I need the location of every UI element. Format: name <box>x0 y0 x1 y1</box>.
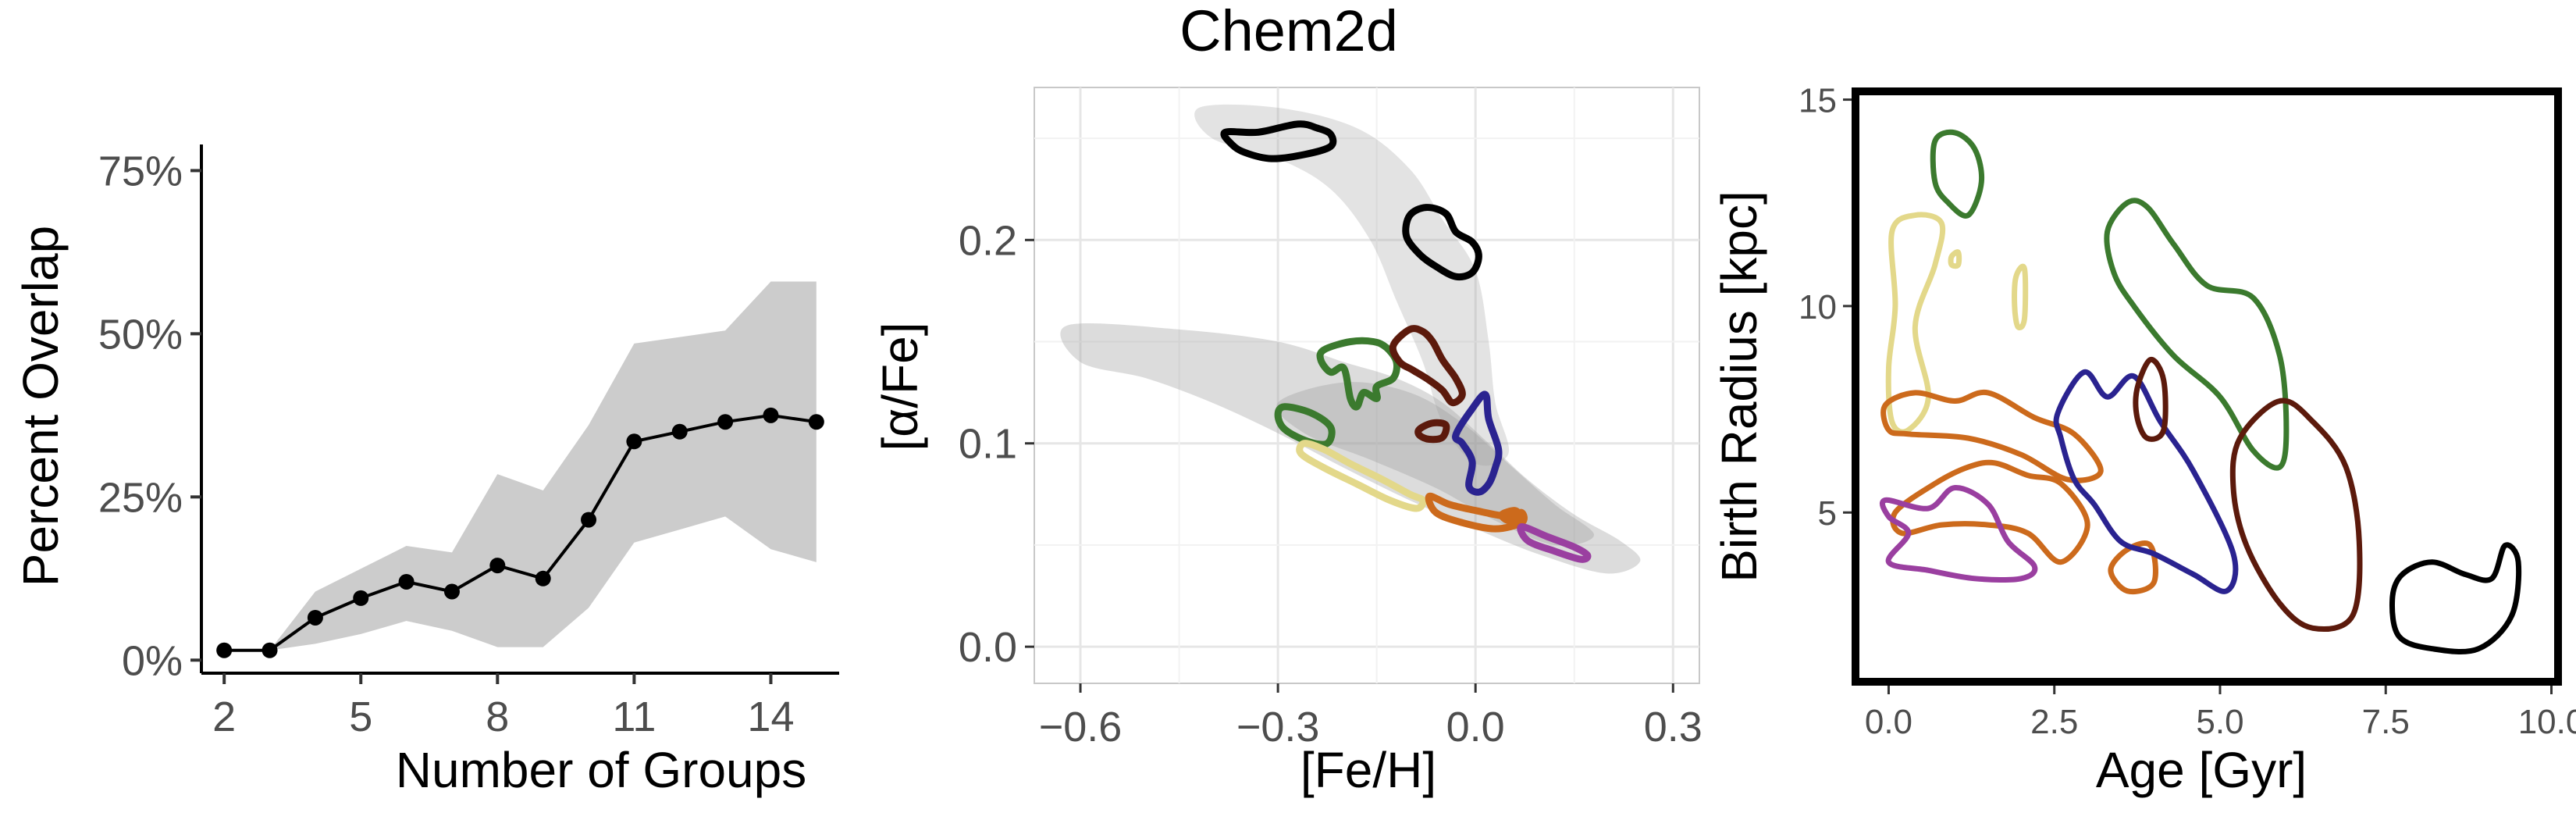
data-point <box>353 590 369 606</box>
density-core <box>1276 382 1594 546</box>
y-tick-label: 0.2 <box>959 217 1017 264</box>
contour <box>1930 129 1985 219</box>
data-point <box>398 573 415 590</box>
y-tick-label: 0% <box>122 637 183 684</box>
contour <box>1948 249 1962 269</box>
contour <box>1517 523 1592 563</box>
contour <box>1220 120 1337 162</box>
x-tick-label: −0.6 <box>1039 704 1123 750</box>
x-tick-label: 10.0 <box>2518 703 2576 741</box>
x-tick-label: 11 <box>612 693 656 740</box>
contour <box>1890 459 2090 565</box>
plot-background <box>1034 87 1700 684</box>
y-tick-label: 5 <box>1818 494 1837 533</box>
contour <box>1880 484 2038 583</box>
y-tick-label: 0.0 <box>959 624 1017 671</box>
contour <box>1498 507 1522 525</box>
x-tick-label: 0.0 <box>1446 704 1505 750</box>
y-tick-label: 75% <box>98 148 183 194</box>
data-point <box>262 642 278 658</box>
contour <box>2104 198 2290 471</box>
x-axis-label: Age [Gyr] <box>2096 742 2307 798</box>
y-axis-label: Birth Radius [kpc] <box>1711 191 1767 583</box>
contour <box>1414 419 1450 444</box>
contour <box>1425 492 1528 533</box>
contour <box>1402 204 1482 281</box>
chem2d-chart: −0.6 −0.3 0.0 0.3 0.0 0.1 0.2 Chem2d [Fe/H] [… <box>872 0 1703 798</box>
data-point <box>443 583 460 600</box>
contour <box>1316 337 1401 411</box>
y-tick-label: 15 <box>1799 82 1837 120</box>
y-tick-label: 0.1 <box>959 421 1017 468</box>
contour <box>2053 369 2239 594</box>
y-axis-label: [α/Fe] <box>872 322 928 451</box>
data-point <box>763 407 779 423</box>
x-tick-label: 5.0 <box>2196 703 2243 741</box>
x-tick-label: 2.5 <box>2030 703 2078 741</box>
confidence-band <box>224 281 817 651</box>
data-point <box>717 414 734 430</box>
contour <box>2133 357 2169 442</box>
density-high-alpha <box>1194 104 1510 466</box>
data-point <box>626 433 642 450</box>
density-low-alpha <box>1060 323 1641 574</box>
x-tick-label: 0.3 <box>1644 704 1703 750</box>
birth-radius-chart: 0.0 2.5 5.0 7.5 10.0 5 10 15 Age [Gyr] Birth R… <box>1711 82 2576 798</box>
data-point <box>307 609 323 626</box>
x-tick-label: 5 <box>349 693 372 740</box>
contour <box>1296 440 1427 512</box>
x-axis-label: Number of Groups <box>396 742 806 798</box>
x-tick-label: −0.3 <box>1236 704 1320 750</box>
x-tick-label: 14 <box>747 693 794 740</box>
contour <box>1452 390 1503 496</box>
contour <box>2229 398 2363 633</box>
chart-title: Chem2d <box>1179 0 1398 63</box>
y-tick-label: 50% <box>98 311 183 358</box>
x-axis-label: [Fe/H] <box>1300 742 1436 798</box>
contour <box>1389 325 1466 407</box>
y-tick-label: 25% <box>98 474 183 521</box>
y-tick-label: 10 <box>1799 288 1837 326</box>
x-tick-label: 0.0 <box>1865 703 1912 741</box>
contour <box>2389 542 2522 655</box>
x-tick-label: 7.5 <box>2362 703 2410 741</box>
data-point <box>671 423 688 440</box>
contour <box>2012 263 2029 331</box>
contour <box>1880 389 2104 483</box>
data-point <box>489 558 506 574</box>
data-point <box>808 414 824 430</box>
overlap-chart: 2 5 8 11 14 0% 25% 50% 75% Number of Groups Per… <box>12 144 839 798</box>
x-tick-label: 2 <box>212 693 236 740</box>
data-point <box>216 642 233 658</box>
contour <box>2108 540 2158 595</box>
data-point <box>535 570 551 586</box>
data-point <box>581 512 597 528</box>
y-axis-label: Percent Overlap <box>12 226 69 586</box>
x-tick-label: 8 <box>486 693 509 740</box>
